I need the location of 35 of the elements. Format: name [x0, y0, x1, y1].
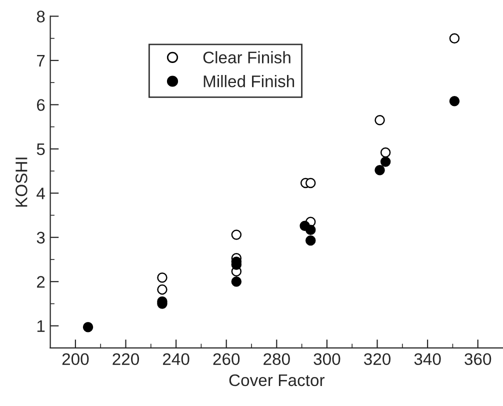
x-tick-label: 360 — [464, 353, 492, 366]
point — [374, 165, 385, 176]
legend-label: Milled Finish — [204, 75, 294, 88]
y-tick-label: 2 — [37, 276, 45, 288]
point — [305, 178, 316, 188]
point — [305, 224, 316, 235]
point — [449, 33, 460, 44]
x-tick-label: 340 — [414, 353, 441, 366]
x-tick-label: 200 — [62, 353, 89, 366]
y-tick-label: 7 — [37, 55, 45, 67]
x-tick-label: 240 — [162, 353, 190, 366]
point — [231, 276, 242, 287]
y-tick-label: 6 — [37, 99, 45, 111]
x-tick-label: 280 — [264, 353, 290, 366]
x-tick-label: 260 — [213, 353, 240, 366]
point — [82, 322, 94, 332]
y-tick-label: 4 — [36, 188, 45, 200]
point — [157, 284, 168, 295]
x-tick-label: 220 — [112, 353, 140, 366]
point — [380, 147, 391, 158]
y-tick-label: 5 — [36, 143, 45, 156]
y-axis-title: KOSHI — [16, 158, 28, 207]
point — [449, 96, 460, 106]
point — [231, 230, 242, 240]
x-tick-label: 300 — [314, 353, 340, 366]
y-tick-label: 8 — [36, 10, 45, 22]
y-tick-label: 3 — [36, 232, 45, 244]
y-tick-label: 1 — [37, 320, 45, 332]
point — [157, 272, 168, 283]
legend-label: Clear Finish — [203, 51, 290, 64]
point — [380, 156, 391, 167]
point — [305, 235, 316, 246]
x-axis-title: Cover Factor — [229, 374, 325, 386]
x-tick-label: 320 — [364, 353, 391, 366]
point — [374, 115, 385, 126]
